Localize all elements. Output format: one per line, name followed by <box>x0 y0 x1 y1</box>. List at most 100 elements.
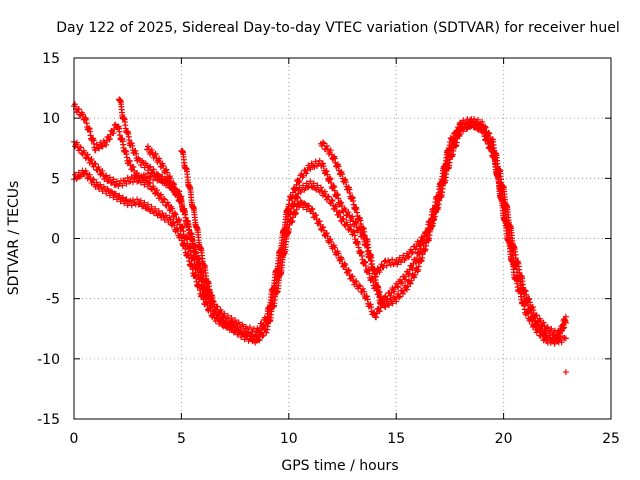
data-point <box>413 255 420 262</box>
data-point <box>75 169 82 176</box>
data-point <box>321 188 328 195</box>
data-point <box>156 155 163 162</box>
data-point <box>558 339 565 346</box>
data-point <box>325 193 332 200</box>
data-point <box>342 179 349 186</box>
data-point <box>131 175 138 182</box>
data-point <box>106 192 113 199</box>
data-point <box>327 236 334 243</box>
series-8 <box>562 369 569 376</box>
data-point <box>383 262 390 269</box>
series-3 <box>71 118 569 347</box>
x-axis-label: GPS time / hours <box>281 458 398 474</box>
data-point <box>214 315 221 322</box>
data-point <box>238 333 245 340</box>
data-point <box>263 329 270 336</box>
data-point <box>319 160 326 167</box>
data-point <box>533 312 540 319</box>
data-point <box>338 256 345 263</box>
data-point <box>99 143 106 150</box>
data-point <box>207 307 214 314</box>
data-point <box>327 176 334 183</box>
data-point <box>256 337 263 344</box>
series-5 <box>144 143 211 302</box>
data-point <box>316 218 323 225</box>
data-point <box>86 171 93 178</box>
x-tick-label: 20 <box>495 431 513 447</box>
data-point <box>99 167 106 174</box>
data-point <box>544 324 551 331</box>
data-point <box>259 333 266 340</box>
data-point <box>224 312 231 319</box>
data-point <box>132 147 139 154</box>
data-point <box>378 301 385 308</box>
data-point <box>142 177 149 184</box>
data-point <box>102 173 109 180</box>
data-point <box>403 286 410 293</box>
data-point <box>300 204 307 211</box>
data-point <box>210 310 217 317</box>
y-tick-label: 10 <box>42 111 60 127</box>
data-point <box>146 164 153 171</box>
data-point <box>524 310 531 317</box>
data-point <box>246 332 253 339</box>
data-point <box>413 243 420 250</box>
data-point <box>71 101 78 108</box>
data-point <box>152 150 159 157</box>
data-point <box>543 325 550 332</box>
data-point <box>307 166 314 173</box>
data-point <box>152 205 159 212</box>
data-point <box>411 271 418 278</box>
data-point <box>128 202 135 209</box>
data-point <box>395 284 402 291</box>
data-point <box>210 301 217 308</box>
data-point <box>475 116 482 123</box>
data-point <box>308 183 315 190</box>
data-point <box>145 167 152 174</box>
data-point <box>353 219 360 226</box>
data-point <box>77 144 84 151</box>
data-point <box>246 324 253 331</box>
data-point <box>356 282 363 289</box>
data-point <box>160 195 167 202</box>
data-point <box>94 144 101 151</box>
data-point <box>145 146 152 153</box>
data-point <box>331 244 338 251</box>
data-point <box>352 218 359 225</box>
data-point <box>106 174 113 181</box>
data-point <box>93 179 100 186</box>
data-point <box>397 293 404 300</box>
data-point <box>313 212 320 219</box>
data-point <box>450 135 457 142</box>
data-point <box>310 180 317 187</box>
data-point <box>75 106 82 113</box>
x-tick-labels: 0 5 10 15 20 25 <box>70 431 620 447</box>
data-point <box>329 198 336 205</box>
data-point <box>132 174 139 181</box>
data-point <box>461 121 468 128</box>
data-point <box>387 292 394 299</box>
data-point <box>340 216 347 223</box>
data-point <box>161 196 168 203</box>
data-point <box>213 314 220 321</box>
data-point <box>318 184 325 191</box>
data-point <box>228 314 235 321</box>
data-point <box>404 253 411 260</box>
data-point <box>104 178 111 185</box>
data-point <box>144 201 151 208</box>
data-point <box>172 211 179 218</box>
data-point <box>314 182 321 189</box>
x-tick-label: 5 <box>177 431 186 447</box>
data-point <box>110 176 117 183</box>
data-point <box>214 303 221 310</box>
data-point <box>153 170 160 177</box>
data-point <box>380 264 387 271</box>
data-point <box>307 178 314 185</box>
data-point <box>303 206 310 213</box>
data-point <box>562 369 569 376</box>
y-tick-labels: -15 -10 -5 0 5 10 15 <box>37 51 60 428</box>
data-point <box>130 164 137 171</box>
data-point <box>144 143 151 150</box>
data-point <box>394 283 401 290</box>
data-point <box>119 182 126 189</box>
